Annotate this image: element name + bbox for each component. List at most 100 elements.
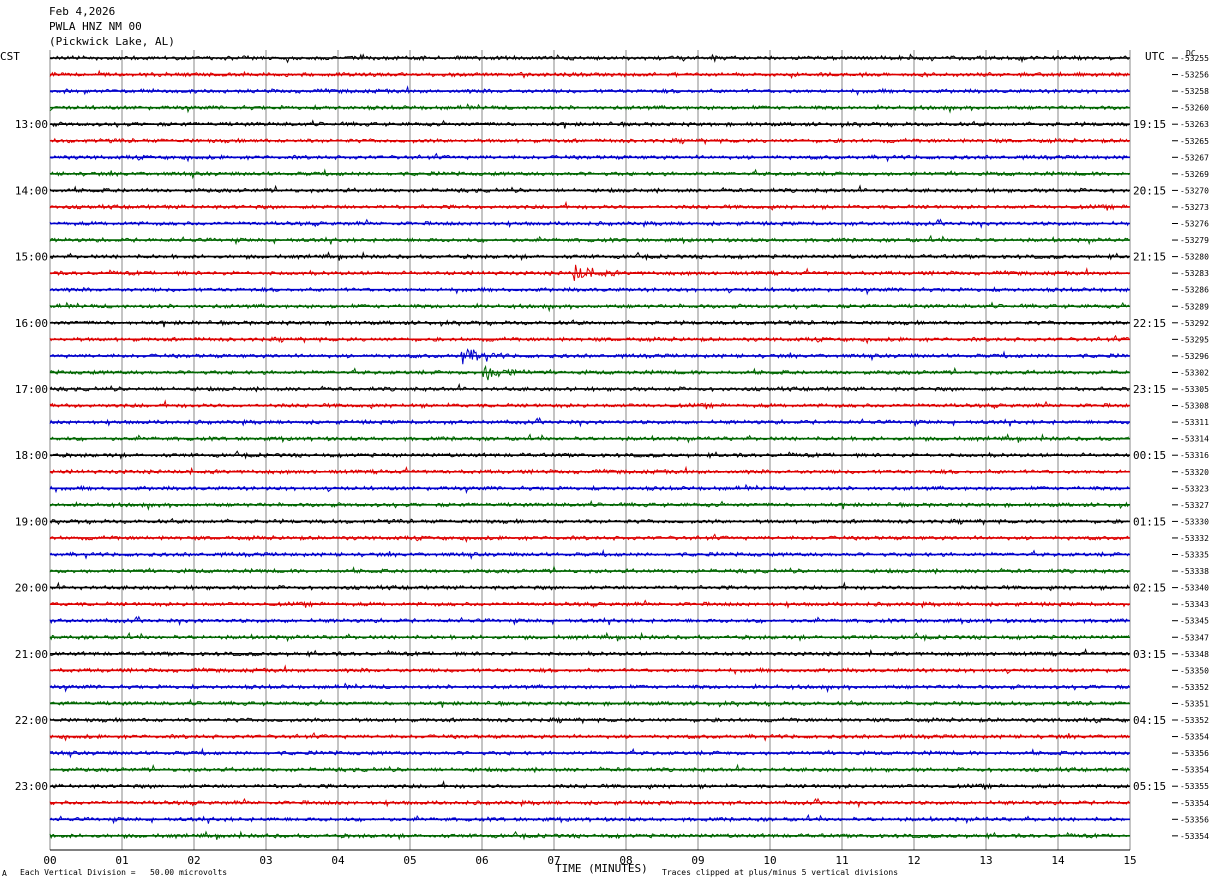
left-hour-label: 22:00 (15, 714, 48, 727)
right-hour-label: 01:15 (1133, 515, 1166, 528)
row-dc-value: -53352 (1180, 716, 1209, 725)
left-hour-label: 13:00 (15, 118, 48, 131)
row-dc-value: -53350 (1180, 666, 1209, 675)
scale-note: Each Vertical Division = 50.00 microvolt… (20, 868, 228, 877)
left-hour-label: 19:00 (15, 515, 48, 528)
row-dc-value: -53356 (1180, 815, 1209, 824)
clip-note: Traces clipped at plus/minus 5 vertical … (662, 868, 899, 877)
x-tick-label: 10 (763, 854, 776, 867)
row-dc-value: -53286 (1180, 286, 1209, 295)
x-tick-label: 01 (115, 854, 128, 867)
right-hour-label: 00:15 (1133, 449, 1166, 462)
x-tick-label: 02 (187, 854, 200, 867)
station-code: PWLA HNZ NM 00 (49, 20, 142, 33)
x-tick-label: 04 (331, 854, 345, 867)
row-dc-value: -53292 (1180, 319, 1209, 328)
right-hour-label: 19:15 (1133, 118, 1166, 131)
trace-row (49, 382, 1129, 393)
right-hour-label: 02:15 (1133, 582, 1166, 595)
row-dc-value: -53354 (1180, 832, 1209, 841)
x-tick-label: 06 (475, 854, 488, 867)
row-dc-value: -53263 (1180, 120, 1209, 129)
x-tick-label: 12 (907, 854, 920, 867)
row-dc-value: -53354 (1180, 766, 1209, 775)
left-hour-label: 20:00 (15, 582, 48, 595)
dc-label: DC (1186, 49, 1196, 58)
row-dc-value: -53258 (1180, 87, 1209, 96)
row-dc-value: -53332 (1180, 534, 1209, 543)
row-dc-value: -53348 (1180, 650, 1209, 659)
right-hour-label: 22:15 (1133, 317, 1166, 330)
row-dc-value: -53283 (1180, 269, 1209, 278)
row-dc-value: -53316 (1180, 451, 1209, 460)
row-dc-value: -53308 (1180, 402, 1209, 411)
left-hour-label: 18:00 (15, 449, 48, 462)
row-dc-value: -53354 (1180, 733, 1209, 742)
row-dc-value: -53340 (1180, 584, 1209, 593)
row-dc-value: -53345 (1180, 617, 1209, 626)
left-hour-label: 17:00 (15, 383, 48, 396)
right-hour-label: 20:15 (1133, 184, 1166, 197)
left-hour-label: 14:00 (15, 184, 48, 197)
left-timezone: CST (0, 50, 20, 63)
row-dc-value: -53305 (1180, 385, 1209, 394)
trace-row (49, 184, 1130, 195)
row-dc-value: -53296 (1180, 352, 1209, 361)
x-tick-label: 08 (619, 854, 632, 867)
trace-row (49, 286, 1130, 296)
row-dc-value: -53273 (1180, 203, 1209, 212)
x-tick-label: 05 (403, 854, 416, 867)
row-dc-value: -53311 (1180, 418, 1209, 427)
helicorder-date: Feb 4,2026 (49, 5, 116, 18)
row-dc-value: -53330 (1180, 517, 1209, 526)
trace-row (49, 465, 1129, 476)
corner-mark: A (2, 869, 7, 878)
x-tick-label: 00 (43, 854, 56, 867)
x-tick-label: 09 (691, 854, 704, 867)
row-dc-value: -53320 (1180, 468, 1209, 477)
left-hour-label: 23:00 (15, 780, 48, 793)
x-tick-label: 11 (835, 854, 848, 867)
trace-row (49, 763, 1129, 774)
station-location: (Pickwick Lake, AL) (49, 35, 175, 48)
row-dc-value: -53260 (1180, 104, 1209, 113)
row-dc-value: -53338 (1180, 567, 1209, 576)
right-hour-label: 21:15 (1133, 251, 1166, 264)
row-dc-value: -53289 (1180, 302, 1209, 311)
row-dc-value: -53354 (1180, 799, 1209, 808)
row-dc-value: -53269 (1180, 170, 1209, 179)
row-dc-value: -53265 (1180, 137, 1209, 146)
row-dc-value: -53270 (1180, 186, 1209, 195)
row-dc-value: -53356 (1180, 749, 1209, 758)
row-dc-value: -53335 (1180, 551, 1209, 560)
left-hour-label: 21:00 (15, 648, 48, 661)
row-dc-value: -53351 (1180, 699, 1209, 708)
trace-row (49, 647, 1130, 658)
right-hour-label: 23:15 (1133, 383, 1166, 396)
right-hour-label: 03:15 (1133, 648, 1166, 661)
row-dc-value: -53267 (1180, 153, 1209, 162)
row-dc-value: -53347 (1180, 633, 1209, 642)
row-dc-value: -53327 (1180, 501, 1209, 510)
row-dc-value: -53355 (1180, 782, 1209, 791)
x-tick-label: 13 (979, 854, 992, 867)
row-dc-value: -53343 (1180, 600, 1209, 609)
row-dc-value: -53276 (1180, 220, 1209, 229)
x-tick-label: 14 (1051, 854, 1065, 867)
x-tick-label: 07 (547, 854, 560, 867)
row-dc-value: -53295 (1180, 335, 1209, 344)
left-hour-label: 15:00 (15, 251, 48, 264)
x-axis-title: TIME (MINUTES) (555, 862, 648, 875)
trace-row (49, 364, 1129, 381)
trace-row (49, 319, 1130, 328)
right-hour-label: 05:15 (1133, 780, 1166, 793)
x-tick-label: 15 (1123, 854, 1136, 867)
x-tick-label: 03 (259, 854, 272, 867)
right-timezone: UTC (1145, 50, 1165, 63)
row-dc-value: -53302 (1180, 368, 1209, 377)
right-hour-label: 04:15 (1133, 714, 1166, 727)
row-dc-value: -53323 (1180, 484, 1209, 493)
row-dc-value: -53279 (1180, 236, 1209, 245)
row-dc-value: -53256 (1180, 71, 1209, 80)
